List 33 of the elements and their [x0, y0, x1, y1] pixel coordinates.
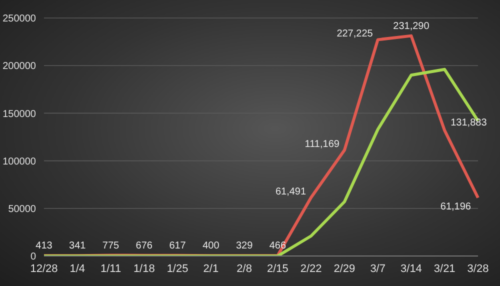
- x-tick-label: 3/28: [467, 262, 489, 275]
- x-tick-label: 1/11: [100, 262, 122, 275]
- data-label: 111,169: [304, 139, 340, 150]
- data-label: 413: [36, 240, 53, 252]
- data-label: 400: [202, 240, 220, 252]
- data-label: 775: [102, 240, 120, 252]
- data-label: 676: [136, 240, 153, 252]
- x-tick-label: 2/8: [236, 262, 252, 275]
- x-tick-label: 2/1: [203, 262, 219, 275]
- y-tick-label: 200000: [2, 61, 36, 72]
- data-label: 61,196: [440, 202, 472, 213]
- data-label: 341: [69, 240, 86, 252]
- x-tick-label: 1/18: [133, 262, 155, 275]
- data-label: 231,290: [393, 20, 430, 32]
- data-label: 329: [236, 240, 254, 252]
- x-tick-label: 3/7: [370, 262, 386, 275]
- y-tick-label: 50000: [8, 204, 36, 215]
- y-tick-label: 150000: [2, 108, 36, 120]
- data-label: 131,883: [450, 117, 488, 128]
- y-tick-label: 100000: [2, 156, 36, 168]
- y-tick-label: 0: [30, 252, 36, 263]
- y-tick-label: 250000: [2, 14, 36, 25]
- x-tick-label: 2/15: [266, 262, 288, 275]
- x-tick-label: 3/21: [434, 262, 456, 275]
- x-tick-label: 12/28: [30, 262, 58, 275]
- data-label: 227,225: [336, 28, 374, 40]
- x-tick-label: 1/25: [166, 262, 188, 275]
- data-label: 617: [169, 240, 186, 252]
- x-tick-label: 1/4: [70, 262, 86, 275]
- x-tick-label: 2/22: [300, 262, 322, 275]
- x-tick-label: 2/29: [334, 262, 356, 275]
- data-label: 61,491: [275, 186, 307, 198]
- x-tick-label: 3/14: [400, 262, 422, 275]
